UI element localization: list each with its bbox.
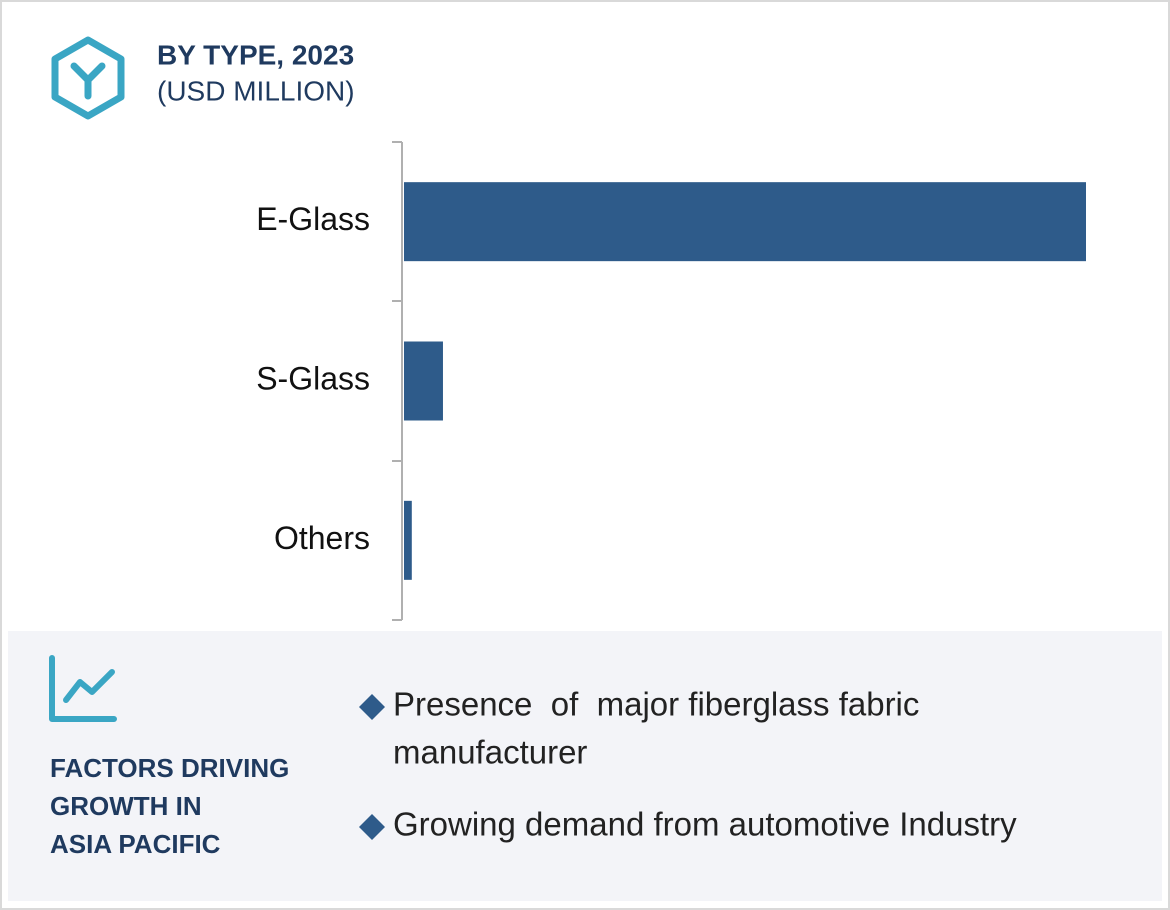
type-icon — [51, 36, 125, 120]
category-axis — [392, 141, 403, 621]
bar — [404, 341, 443, 421]
factor-text: Growing demand from automotive Industry — [393, 806, 1017, 843]
bar — [404, 182, 1086, 262]
chart-subtitle: (USD MILLION) — [157, 75, 355, 106]
factor-text: Presence of major fiberglass fabric — [393, 686, 919, 723]
factors-title: ASIA PACIFIC — [50, 829, 221, 859]
factor-text: manufacturer — [393, 734, 587, 771]
factors-panel — [8, 631, 1162, 901]
bullet — [359, 694, 385, 720]
chart-title: BY TYPE, 2023 — [157, 39, 354, 70]
category-label: Others — [274, 520, 370, 556]
factors-title: FACTORS DRIVING — [50, 753, 289, 783]
bullet — [359, 814, 385, 840]
bar — [404, 500, 412, 580]
category-label: S-Glass — [256, 360, 370, 396]
growth-icon — [49, 655, 117, 722]
factors-title: GROWTH IN — [50, 791, 202, 821]
category-label: E-Glass — [256, 201, 370, 237]
